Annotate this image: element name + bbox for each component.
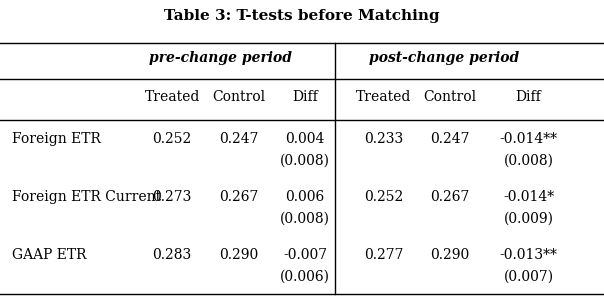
Text: Table 3: T-tests before Matching: Table 3: T-tests before Matching bbox=[164, 9, 440, 23]
Text: 0.290: 0.290 bbox=[431, 248, 469, 262]
Text: -0.007: -0.007 bbox=[283, 248, 327, 262]
Text: Treated: Treated bbox=[144, 89, 200, 104]
Text: 0.267: 0.267 bbox=[430, 190, 470, 204]
Text: 0.273: 0.273 bbox=[152, 190, 192, 204]
Text: Diff: Diff bbox=[292, 89, 318, 104]
Text: Foreign ETR Current: Foreign ETR Current bbox=[12, 190, 161, 204]
Text: 0.233: 0.233 bbox=[364, 132, 403, 146]
Text: 0.247: 0.247 bbox=[219, 132, 259, 146]
Text: 0.252: 0.252 bbox=[153, 132, 191, 146]
Text: Treated: Treated bbox=[356, 89, 411, 104]
Text: (0.008): (0.008) bbox=[280, 154, 330, 168]
Text: pre-change period: pre-change period bbox=[149, 51, 292, 65]
Text: Control: Control bbox=[212, 89, 265, 104]
Text: 0.267: 0.267 bbox=[219, 190, 259, 204]
Text: -0.014*: -0.014* bbox=[503, 190, 554, 204]
Text: 0.252: 0.252 bbox=[364, 190, 403, 204]
Text: 0.247: 0.247 bbox=[430, 132, 470, 146]
Text: (0.006): (0.006) bbox=[280, 270, 330, 284]
Text: Control: Control bbox=[423, 89, 477, 104]
Text: (0.008): (0.008) bbox=[280, 212, 330, 226]
Text: (0.008): (0.008) bbox=[504, 154, 553, 168]
Text: 0.283: 0.283 bbox=[153, 248, 191, 262]
Text: -0.014**: -0.014** bbox=[500, 132, 557, 146]
Text: 0.290: 0.290 bbox=[219, 248, 258, 262]
Text: -0.013**: -0.013** bbox=[500, 248, 557, 262]
Text: 0.004: 0.004 bbox=[285, 132, 325, 146]
Text: Diff: Diff bbox=[516, 89, 541, 104]
Text: post-change period: post-change period bbox=[369, 51, 519, 65]
Text: 0.006: 0.006 bbox=[286, 190, 324, 204]
Text: Foreign ETR: Foreign ETR bbox=[12, 132, 101, 146]
Text: GAAP ETR: GAAP ETR bbox=[12, 248, 86, 262]
Text: (0.007): (0.007) bbox=[504, 270, 553, 284]
Text: 0.277: 0.277 bbox=[364, 248, 403, 262]
Text: (0.009): (0.009) bbox=[504, 212, 553, 226]
